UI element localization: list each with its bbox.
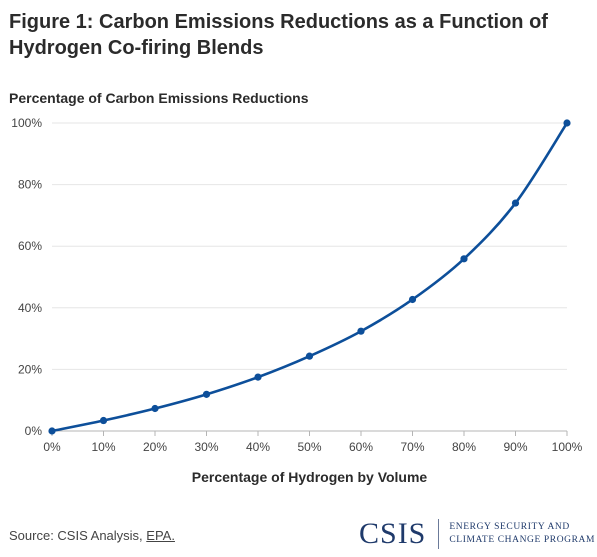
x-tick-label: 90% — [503, 440, 527, 454]
y-tick-label: 20% — [18, 362, 42, 376]
data-point — [48, 427, 56, 435]
program-name: ENERGY SECURITY AND CLIMATE CHANGE PROGR… — [449, 521, 595, 547]
x-axis-tick-labels: 0% 10% 20% 30% 40% 50% 60% 70% 80% 90% 100% — [43, 431, 583, 454]
source-link-epa[interactable]: EPA. — [146, 528, 175, 543]
program-name-line-1: ENERGY SECURITY AND — [449, 522, 570, 532]
x-tick-label: 40% — [246, 440, 270, 454]
y-tick-label: 0% — [25, 424, 43, 438]
data-point — [305, 352, 314, 360]
data-point — [357, 327, 365, 335]
y-tick-label: 60% — [18, 239, 42, 253]
data-point — [460, 255, 468, 263]
x-tick-label: 20% — [143, 440, 167, 454]
x-axis-title: Percentage of Hydrogen by Volume — [192, 469, 428, 485]
source-text: Source: CSIS Analysis, — [9, 528, 147, 543]
x-tick-label: 100% — [552, 440, 583, 454]
csis-wordmark: CSIS — [359, 517, 427, 550]
data-point — [408, 295, 417, 304]
y-tick-label: 40% — [18, 301, 42, 315]
x-tick-label: 80% — [452, 440, 476, 454]
source-note: Source: CSIS Analysis, EPA. — [9, 528, 175, 543]
x-tick-label: 50% — [297, 440, 321, 454]
x-tick-label: 10% — [91, 440, 115, 454]
y-axis-tick-labels: 0% 20% 40% 60% 80% 100% — [11, 116, 42, 438]
program-name-line-2: CLIMATE CHANGE PROGRAM — [449, 535, 596, 545]
x-tick-label: 60% — [349, 440, 373, 454]
data-point — [511, 199, 520, 207]
grid-lines — [52, 122, 567, 432]
data-point — [202, 390, 211, 398]
csis-logo: CSIS ENERGY SECURITY AND CLIMATE CHANGE … — [359, 518, 595, 550]
y-tick-label: 80% — [18, 178, 42, 192]
data-point — [151, 404, 159, 413]
data-point — [254, 373, 262, 381]
data-point — [563, 119, 571, 127]
chart-title: Figure 1: Carbon Emissions Reductions as… — [9, 11, 548, 59]
x-tick-label: 70% — [400, 440, 424, 454]
logo-divider — [438, 519, 440, 549]
y-axis-title: Percentage of Carbon Emissions Reduction… — [9, 90, 309, 106]
data-points — [48, 119, 571, 435]
series-line — [50, 121, 569, 433]
x-tick-label: 30% — [194, 440, 218, 454]
x-tick-label: 0% — [43, 440, 61, 454]
data-point — [99, 416, 108, 425]
y-tick-label: 100% — [11, 116, 42, 130]
